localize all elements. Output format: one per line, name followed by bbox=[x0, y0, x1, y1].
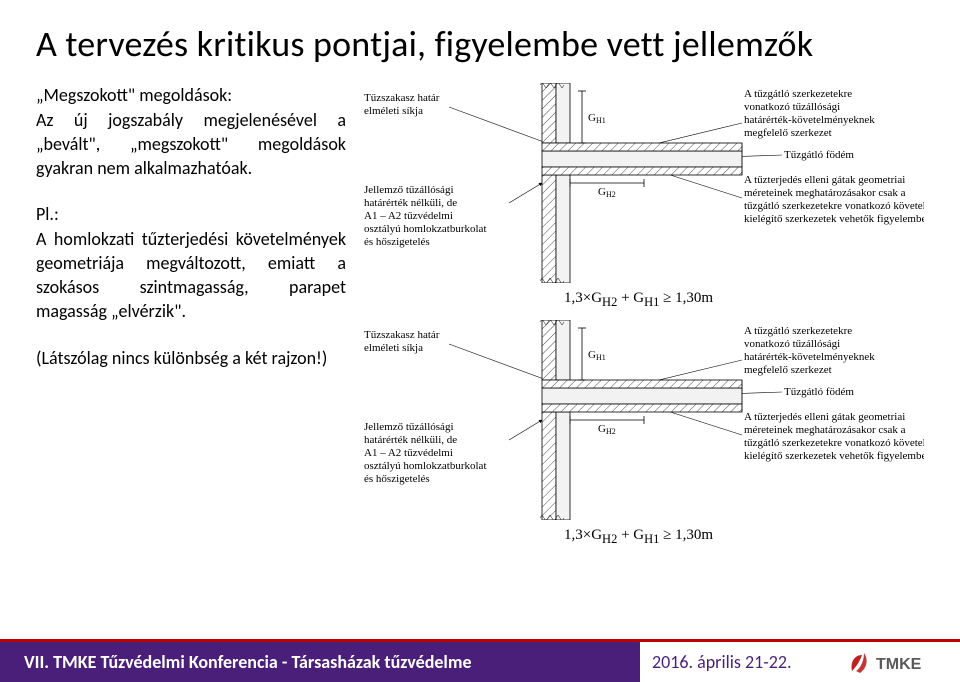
paragraph-1: „Megszokott" megoldások: Az új jogszabál… bbox=[36, 83, 346, 180]
left-column: „Megszokott" megoldások: Az új jogszabál… bbox=[36, 83, 356, 557]
d1-arrow-2 bbox=[509, 183, 542, 203]
paragraph-2-body: A homlokzati tűzterjedési követelmények … bbox=[36, 227, 346, 324]
right-column: Tűzszakasz határ elméleti síkja Jellemző… bbox=[364, 83, 924, 557]
d1-label-tuzgatlo-szerk: A tűzgátló szerkezetekre vonatkozó tűzál… bbox=[744, 88, 877, 139]
d1-wall-upper-inner bbox=[556, 83, 570, 143]
slide: A tervezés kritikus pontjai, figyelembe … bbox=[0, 0, 960, 682]
footer-date: 2016. április 21-22. bbox=[640, 642, 840, 682]
footer-left: VII. TMKE Tűzvédelmi Konferencia - Társa… bbox=[0, 642, 640, 682]
d1-arrow-1 bbox=[449, 107, 552, 145]
content-columns: „Megszokott" megoldások: Az új jogszabál… bbox=[36, 83, 924, 557]
d2-label-tuzgatlo-szerk: A tűzgátló szerkezetekre vonatkozó tűzál… bbox=[744, 325, 877, 376]
d2-gh1-label: GH1 bbox=[588, 349, 606, 362]
para1-body: Az új jogszabály megjelenésével a „bevál… bbox=[36, 109, 346, 180]
footer-logo: TMKE bbox=[840, 642, 960, 682]
diagram-2: Tűzszakasz határ elméleti síkja Jellemző… bbox=[364, 320, 924, 547]
d1-label-tuzgatlo-fodem: Tűzgátló födém bbox=[784, 149, 854, 161]
d1-slab-bot bbox=[542, 167, 742, 175]
d1-formula: 1,3×GH2 + GH1 ≥ 1,30m bbox=[564, 290, 924, 310]
d2-label-tuzterjedes: A tűzterjedés elleni gátak geometriai mé… bbox=[744, 411, 924, 462]
d2-label-jellemzo: Jellemző tűzállósági határérték nélküli,… bbox=[364, 421, 489, 485]
slide-title: A tervezés kritikus pontjai, figyelembe … bbox=[36, 24, 924, 65]
d2-label-tuzgatlo-fodem: Tűzgátló födém bbox=[784, 386, 854, 398]
logo-text: TMKE bbox=[876, 656, 922, 673]
d1-wall-lower-inner bbox=[556, 175, 570, 283]
d1-gh1-label: GH1 bbox=[588, 112, 606, 125]
d2-label-tuzszakasz: Tűzszakasz határ elméleti síkja bbox=[364, 329, 442, 354]
tmke-logo-icon: TMKE bbox=[846, 647, 936, 677]
d1-slab bbox=[542, 151, 742, 167]
diagram-1: Tűzszakasz határ elméleti síkja Jellemző… bbox=[364, 83, 924, 310]
d1-wall-upper-outer bbox=[542, 83, 556, 143]
paragraph-3: (Látszólag nincs különbség a két rajzon!… bbox=[36, 346, 356, 370]
d2-gh2-label: GH2 bbox=[598, 423, 616, 436]
d1-arrow-5 bbox=[664, 173, 742, 198]
d1-slab-top bbox=[542, 143, 742, 151]
d2-formula: 1,3×GH2 + GH1 ≥ 1,30m bbox=[564, 527, 924, 547]
d1-label-tuzterjedes: A tűzterjedés elleni gátak geometriai mé… bbox=[744, 174, 924, 225]
paragraph-2-head: Pl.: bbox=[36, 203, 356, 225]
diagram-2-svg: Tűzszakasz határ elméleti síkja Jellemző… bbox=[364, 320, 924, 520]
d1-wall-lower-outer bbox=[542, 175, 556, 283]
d1-label-tuzszakasz: Tűzszakasz határ elméleti síkja bbox=[364, 92, 442, 117]
footer: VII. TMKE Tűzvédelmi Konferencia - Társa… bbox=[0, 642, 960, 682]
diagram-1-svg: Tűzszakasz határ elméleti síkja Jellemző… bbox=[364, 83, 924, 283]
d1-label-jellemzo: Jellemző tűzállósági határérték nélküli,… bbox=[364, 184, 489, 248]
d1-gh2-label: GH2 bbox=[598, 186, 616, 199]
para1-head: „Megszokott" megoldások: bbox=[36, 84, 232, 106]
